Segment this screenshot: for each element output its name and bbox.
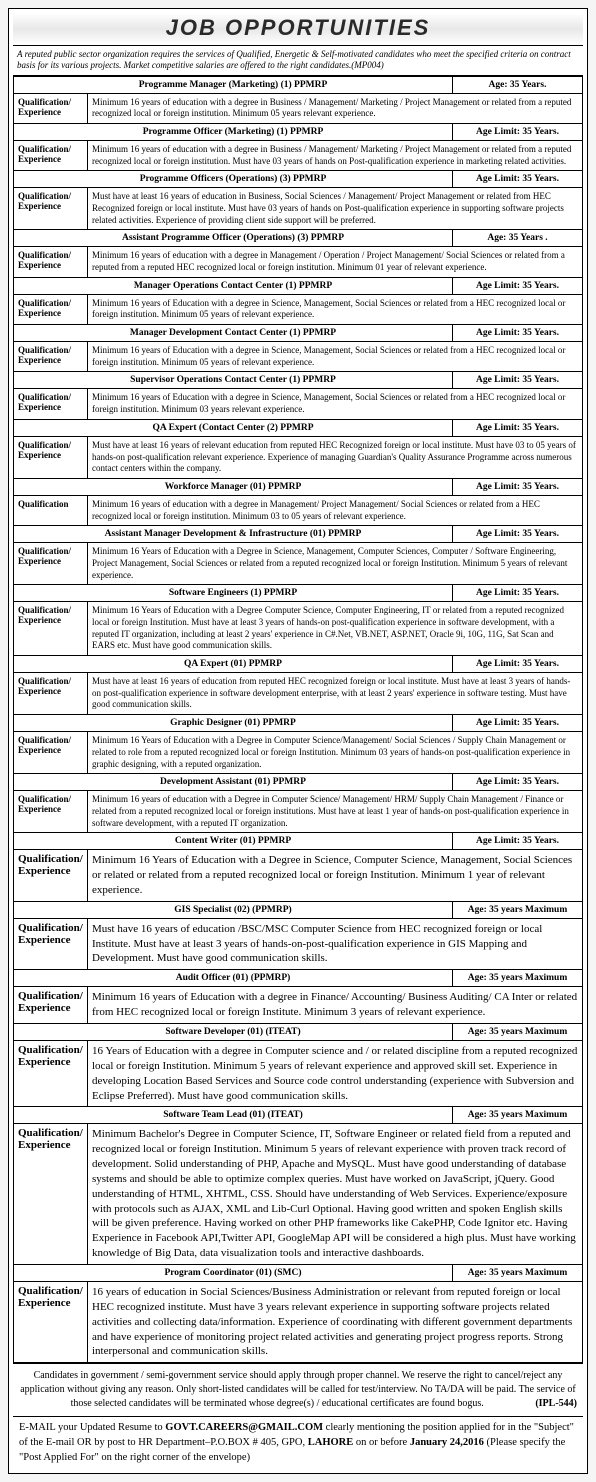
job-description: Minimum 16 years of education with a deg…	[88, 247, 583, 277]
job-description: Must have at least 16 years of relevant …	[88, 436, 583, 478]
qualification-label: Qualification/ Experience	[14, 389, 88, 419]
footer-date: January 24,2016	[410, 1437, 484, 1448]
job-description: Minimum 16 years of education with a deg…	[88, 495, 583, 525]
job-description: Minimum 16 years of Education with a deg…	[88, 987, 583, 1024]
job-description: Minimum 16 Years of Education with a Deg…	[88, 602, 583, 656]
qualification-label: Qualification/ Experience	[14, 673, 88, 715]
job-title: Assistant Manager Development & Infrastr…	[14, 526, 453, 543]
job-description: Minimum 16 years of education with a Deg…	[88, 791, 583, 833]
job-title: Programme Officers (Operations) (3) PPMR…	[14, 171, 453, 188]
job-description: 16 years of education in Social Sciences…	[88, 1281, 583, 1362]
footer-block: E-MAIL your Updated Resume to GOVT.CAREE…	[13, 1416, 583, 1469]
intro-text: A reputed public sector organization req…	[13, 45, 583, 76]
notes-block: Candidates in government / semi-governme…	[13, 1363, 583, 1416]
job-age: Age Limit: 35 Years.	[453, 325, 583, 342]
job-title: Supervisor Operations Contact Center (1)…	[14, 372, 453, 389]
job-title: QA Expert (01) PPMRP	[14, 656, 453, 673]
qualification-label: Qualification/ Experience	[14, 791, 88, 833]
job-description: Minimum 16 years of education with a deg…	[88, 140, 583, 170]
qualification-label: Qualification/ Experience	[14, 1124, 88, 1265]
footer-p1: E-MAIL your Updated Resume to	[19, 1422, 165, 1433]
job-description: Must have 16 years of education /BSC/MSC…	[88, 918, 583, 970]
footer-email: GOVT.CAREERS@GMAIL.COM	[165, 1422, 323, 1433]
job-title: Development Assistant (01) PPMRP	[14, 774, 453, 791]
job-age: Age: 35 years Maximum	[453, 970, 583, 987]
job-description: Must have at least 16 years of education…	[88, 188, 583, 230]
job-age: Age Limit: 35 Years.	[453, 171, 583, 188]
job-title: Software Engineers (1) PPMRP	[14, 585, 453, 602]
job-age: Age Limit: 35 Years.	[453, 419, 583, 436]
job-age: Age Limit: 35 Years.	[453, 372, 583, 389]
job-title: Assistant Programme Officer (Operations)…	[14, 230, 453, 247]
job-age: Age Limit: 35 Years.	[453, 656, 583, 673]
job-age: Age Limit: 35 Years.	[453, 277, 583, 294]
job-title: Graphic Designer (01) PPMRP	[14, 715, 453, 732]
qualification-label: Qualification/ Experience	[14, 247, 88, 277]
job-title: Program Coordinator (01) (SMC)	[14, 1264, 453, 1281]
qualification-label: Qualification/ Experience	[14, 436, 88, 478]
job-title: Manager Operations Contact Center (1) PP…	[14, 277, 453, 294]
qualification-label: Qualification/ Experience	[14, 850, 88, 902]
job-description: Must have at least 16 years of education…	[88, 673, 583, 715]
job-title: Programme Manager (Marketing) (1) PPMRP	[14, 76, 453, 93]
qualification-label: Qualification/ Experience	[14, 93, 88, 123]
job-age: Age: 35 years Maximum	[453, 1264, 583, 1281]
job-age: Age Limit: 35 Years.	[453, 715, 583, 732]
footer-p3: on or before	[353, 1437, 410, 1448]
job-description: Minimum 16 years of education with a deg…	[88, 93, 583, 123]
qualification-label: Qualification/ Experience	[14, 1281, 88, 1362]
job-description: Minimum 16 years of Education with a deg…	[88, 294, 583, 324]
job-title: Programme Officer (Marketing) (1) PPMRP	[14, 123, 453, 140]
job-age: Age Limit: 35 Years.	[453, 478, 583, 495]
job-description: Minimum 16 years of Education with a deg…	[88, 342, 583, 372]
job-description: 16 Years of Education with a degree in C…	[88, 1041, 583, 1107]
job-title: Content Writer (01) PPMRP	[14, 833, 453, 850]
qualification-label: Qualification/ Experience	[14, 987, 88, 1024]
footer-city: LAHORE	[308, 1437, 354, 1448]
qualification-label: Qualification/ Experience	[14, 294, 88, 324]
job-age: Age Limit: 35 Years.	[453, 833, 583, 850]
jobs-table: Programme Manager (Marketing) (1) PPMRPA…	[13, 76, 583, 1364]
qualification-label: Qualification/ Experience	[14, 188, 88, 230]
qualification-label: Qualification/ Experience	[14, 543, 88, 585]
job-title: Audit Officer (01) (PPMRP)	[14, 970, 453, 987]
job-age: Age: 35 years Maximum	[453, 1107, 583, 1124]
job-title: GIS Specialist (02) (PPMRP)	[14, 901, 453, 918]
job-title: Manager Development Contact Center (1) P…	[14, 325, 453, 342]
job-description: Minimum 16 years of Education with a deg…	[88, 389, 583, 419]
job-title: QA Expert (Contact Center (2) PPMRP	[14, 419, 453, 436]
job-age: Age: 35 Years .	[453, 230, 583, 247]
job-age: Age: 35 years Maximum	[453, 901, 583, 918]
job-title: Software Team Lead (01) (ITEAT)	[14, 1107, 453, 1124]
banner-title: JOB OPPORTUNITIES	[13, 13, 583, 45]
qualification-label: Qualification/ Experience	[14, 918, 88, 970]
qualification-label: Qualification	[14, 495, 88, 525]
qualification-label: Qualification/ Experience	[14, 140, 88, 170]
job-title: Workforce Manager (01) PPMRP	[14, 478, 453, 495]
job-description: Minimum 16 Years of Education with a Deg…	[88, 732, 583, 774]
notes-text: Candidates in government / semi-governme…	[20, 1370, 576, 1409]
job-description: Minimum 16 Years of Education with a Deg…	[88, 850, 583, 902]
job-title: Software Developer (01) (ITEAT)	[14, 1024, 453, 1041]
qualification-label: Qualification/ Experience	[14, 342, 88, 372]
job-age: Age Limit: 35 Years.	[453, 526, 583, 543]
qualification-label: Qualification/ Experience	[14, 1041, 88, 1107]
job-age: Age Limit: 35 Years.	[453, 585, 583, 602]
job-description: Minimum 16 Years of Education with a Deg…	[88, 543, 583, 585]
job-age: Age: 35 Years.	[453, 76, 583, 93]
job-age: Age Limit: 35 Years.	[453, 774, 583, 791]
ipl-code: (IPL-544)	[535, 1397, 577, 1411]
job-age: Age: 35 years Maximum	[453, 1024, 583, 1041]
qualification-label: Qualification/ Experience	[14, 732, 88, 774]
job-description: Minimum Bachelor's Degree in Computer Sc…	[88, 1124, 583, 1265]
job-age: Age Limit: 35 Years.	[453, 123, 583, 140]
job-ad-page: JOB OPPORTUNITIES A reputed public secto…	[8, 8, 588, 1474]
qualification-label: Qualification/ Experience	[14, 602, 88, 656]
